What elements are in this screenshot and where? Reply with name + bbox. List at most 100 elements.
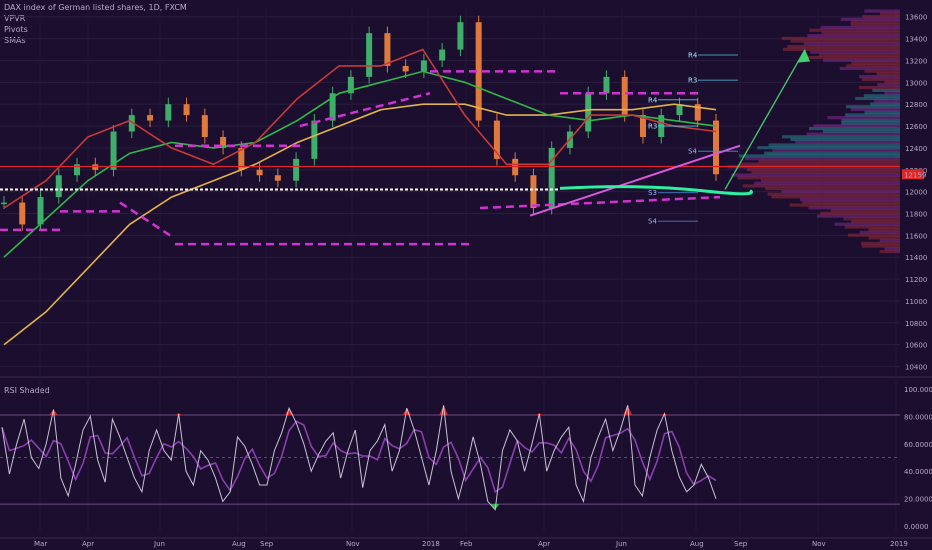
candle-body: [55, 175, 62, 198]
volume-bar: [751, 170, 900, 174]
pivot-label: S4: [688, 148, 697, 156]
volume-bar: [877, 83, 900, 87]
volume-bar: [839, 66, 900, 71]
volume-bar: [864, 110, 900, 114]
volume-bar: [808, 206, 900, 210]
volume-bar: [768, 143, 900, 147]
candle-body: [366, 33, 373, 77]
volume-bar: [818, 53, 900, 57]
pivot-label: R4: [648, 96, 658, 104]
volume-bar: [820, 25, 900, 30]
volume-bar: [795, 140, 900, 144]
volume-bar: [840, 17, 900, 21]
x-tick-label: Mar: [34, 540, 47, 548]
rsi-signal-line: [1, 420, 717, 494]
volume-bar: [754, 181, 900, 185]
x-tick-label: Aug: [690, 540, 704, 548]
volume-bar: [737, 176, 900, 180]
candle-body: [274, 175, 281, 181]
volume-bar: [868, 236, 900, 240]
x-tick-label: 2019: [890, 540, 908, 548]
volume-profile: [727, 9, 900, 254]
volume-bar: [789, 203, 900, 207]
volume-bar: [870, 102, 900, 106]
rsi-panel-title: RSI Shaded: [4, 386, 50, 395]
volume-bar: [781, 189, 900, 194]
y-tick-label: 11600: [905, 232, 927, 240]
y-tick-label: 10600: [905, 342, 927, 350]
volume-bar: [810, 50, 900, 54]
volume-bar: [864, 9, 900, 13]
volume-bar: [806, 55, 900, 60]
volume-bar: [872, 88, 900, 92]
projection-arrow: [724, 49, 806, 190]
y-tick-label: 13200: [905, 57, 927, 65]
candle-body: [311, 120, 318, 159]
volume-bar: [809, 28, 900, 32]
pivot-dashed: [119, 201, 171, 237]
x-tick-label: Nov: [812, 540, 826, 548]
candle-body: [220, 136, 227, 148]
rsi-plot: [0, 405, 900, 511]
indicator-pivots[interactable]: Pivots: [4, 25, 28, 34]
rsi-y-tick-label: 60.0000: [904, 441, 932, 449]
volume-bar: [767, 192, 900, 196]
volume-bar: [738, 154, 900, 158]
candle-body: [74, 164, 81, 176]
candle-body: [694, 104, 701, 121]
volume-bar: [861, 241, 900, 245]
candle-body: [402, 65, 409, 72]
candle-body: [183, 104, 190, 116]
candle-body: [19, 202, 26, 225]
volume-bar: [781, 135, 900, 139]
last-price-label: 12159: [904, 171, 926, 179]
volume-bar: [764, 151, 900, 155]
candle-body: [548, 147, 555, 209]
volume-bar: [799, 198, 900, 202]
indicator-vpvr[interactable]: VPVR: [4, 14, 26, 23]
rsi-line: [1, 405, 717, 511]
candle-body: [439, 49, 446, 61]
volume-bar: [802, 200, 900, 204]
volume-bar: [847, 233, 900, 237]
candle-body: [329, 93, 336, 121]
volume-bar: [884, 247, 900, 251]
volume-bar: [841, 121, 900, 125]
axes: 10400 10600 10800 11000 11200 11400 11600 11800…: [34, 14, 932, 548]
volume-bar: [862, 14, 900, 19]
volume-bar: [781, 36, 900, 41]
y-tick-label: 11000: [905, 298, 927, 306]
volume-bar: [807, 34, 900, 38]
rsi-y-tick-label: 40.0000: [904, 468, 932, 476]
pivot-label: S3: [648, 189, 657, 197]
candle-body: [475, 22, 482, 121]
x-tick-label: Sep: [734, 540, 748, 548]
candle-body: [293, 158, 300, 181]
pivot-label: S4: [648, 218, 657, 226]
volume-bar: [859, 75, 900, 79]
volume-bar: [845, 105, 900, 109]
y-tick-label: 12400: [905, 145, 927, 153]
y-tick-label: 13400: [905, 36, 927, 44]
y-tick-label: 12000: [905, 189, 927, 197]
indicator-smas[interactable]: SMAs: [4, 36, 26, 45]
candle-body: [603, 76, 610, 94]
volume-bar: [834, 222, 900, 226]
pivot-label: R4: [688, 52, 698, 60]
y-tick-label: 12800: [905, 101, 927, 109]
volume-bar: [843, 217, 900, 221]
y-tick-label: 10800: [905, 320, 927, 328]
candle-body: [238, 147, 245, 170]
volume-bar: [879, 239, 900, 243]
pivot-dashed: [299, 92, 431, 128]
volume-bar: [861, 77, 900, 81]
volume-bar: [813, 124, 900, 128]
volume-bar: [823, 58, 900, 62]
volume-bar: [782, 47, 900, 51]
rsi-y-tick-label: 0.0000: [904, 523, 929, 531]
candle-body: [420, 60, 427, 72]
y-tick-label: 12600: [905, 123, 927, 131]
y-tick-label: 11400: [905, 254, 927, 262]
volume-bar: [850, 20, 900, 24]
